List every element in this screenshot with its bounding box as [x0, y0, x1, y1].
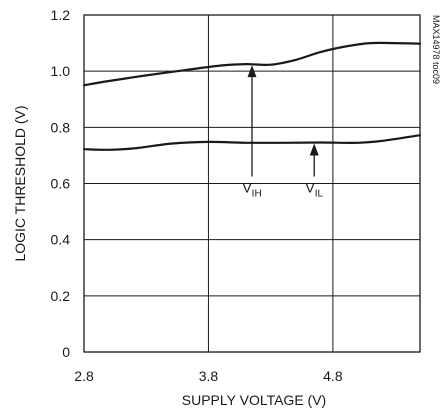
- series-label-il: VIL: [305, 179, 323, 199]
- y-tick-label: 0.2: [51, 288, 71, 304]
- plot-frame: [83, 14, 421, 353]
- annotations: VIH VIL: [242, 65, 324, 199]
- y-tick-label: 1.0: [51, 63, 71, 79]
- y-axis-title: LOGIC THRESHOLD (V): [12, 105, 28, 261]
- x-tick-label: 4.8: [323, 368, 343, 384]
- y-tick-labels: 0 0.2 0.4 0.6 0.8 1.0 1.2: [51, 7, 71, 360]
- series-lines: [82, 41, 422, 151]
- x-tick-label: 3.8: [199, 368, 219, 384]
- x-tick-label: 2.8: [74, 368, 94, 384]
- series-label-subscript: IL: [315, 188, 324, 199]
- x-tick-labels: 2.8 3.8 4.8: [74, 368, 343, 384]
- series-label-main: V: [305, 179, 315, 195]
- series-label-subscript: IH: [252, 188, 262, 199]
- series-label-main: V: [242, 179, 252, 195]
- x-axis-title: SUPPLY VOLTAGE (V): [182, 392, 326, 408]
- y-tick-label: 0: [62, 344, 70, 360]
- figure-id-watermark: MAX14978 toc09: [431, 15, 440, 84]
- series-label-ih: VIH: [242, 179, 261, 199]
- y-tick-label: 1.2: [51, 7, 71, 23]
- y-tick-label: 0.8: [51, 119, 71, 135]
- arrowhead-il: [309, 143, 319, 156]
- arrowhead-ih: [247, 65, 257, 78]
- y-tick-label: 0.6: [51, 176, 71, 192]
- series-line-ih: [82, 41, 422, 87]
- series-line-il: [82, 134, 422, 151]
- y-tick-label: 0.4: [51, 232, 71, 248]
